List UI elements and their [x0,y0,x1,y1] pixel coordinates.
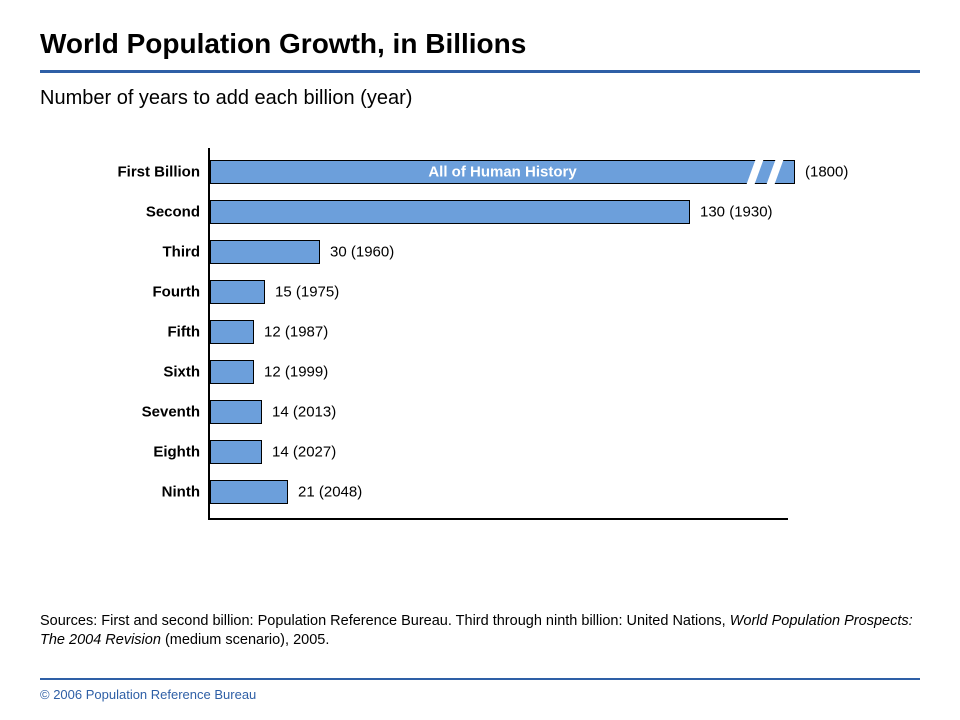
category-label: Fifth [82,324,200,341]
category-label: Fourth [82,284,200,301]
axis-horizontal [208,518,788,520]
chart-row: First BillionAll of Human History(1800) [90,152,910,192]
bar [210,320,254,344]
sources-text: Sources: First and second billion: Popul… [40,612,920,650]
slide-subtitle: Number of years to add each billion (yea… [40,87,920,110]
value-label: (1800) [805,164,848,181]
chart-row: Seventh14 (2013) [90,392,910,432]
value-label: 12 (1999) [264,364,328,381]
chart-area: First BillionAll of Human History(1800)S… [90,148,910,568]
sources-prefix: Sources: First and second billion: Popul… [40,613,730,629]
bar [210,360,254,384]
category-label: Third [82,244,200,261]
category-label: First Billion [82,164,200,181]
bar [210,440,262,464]
value-label: 14 (2013) [272,404,336,421]
bar [210,480,288,504]
sources-suffix: (medium scenario), 2005. [161,632,329,648]
title-rule [40,70,920,73]
bar: All of Human History [210,160,795,184]
chart-row: Sixth12 (1999) [90,352,910,392]
chart-row: Third30 (1960) [90,232,910,272]
bar [210,400,262,424]
value-label: 30 (1960) [330,244,394,261]
chart-row: Fourth15 (1975) [90,272,910,312]
chart-row: Eighth14 (2027) [90,432,910,472]
chart-row: Ninth21 (2048) [90,472,910,512]
value-label: 130 (1930) [700,204,773,221]
slide: World Population Growth, in Billions Num… [0,0,960,720]
copyright: © 2006 Population Reference Bureau [40,687,256,702]
value-label: 12 (1987) [264,324,328,341]
slide-title: World Population Growth, in Billions [40,28,920,60]
bar-overlay-text: All of Human History [428,164,576,181]
bar [210,240,320,264]
chart-row: Fifth12 (1987) [90,312,910,352]
footer-line [40,678,920,680]
bar [210,200,690,224]
category-label: Seventh [82,404,200,421]
bar-break-icon [746,157,785,187]
value-label: 15 (1975) [275,284,339,301]
value-label: 14 (2027) [272,444,336,461]
chart-row: Second130 (1930) [90,192,910,232]
value-label: 21 (2048) [298,484,362,501]
category-label: Second [82,204,200,221]
category-label: Eighth [82,444,200,461]
bar [210,280,265,304]
category-label: Sixth [82,364,200,381]
category-label: Ninth [82,484,200,501]
